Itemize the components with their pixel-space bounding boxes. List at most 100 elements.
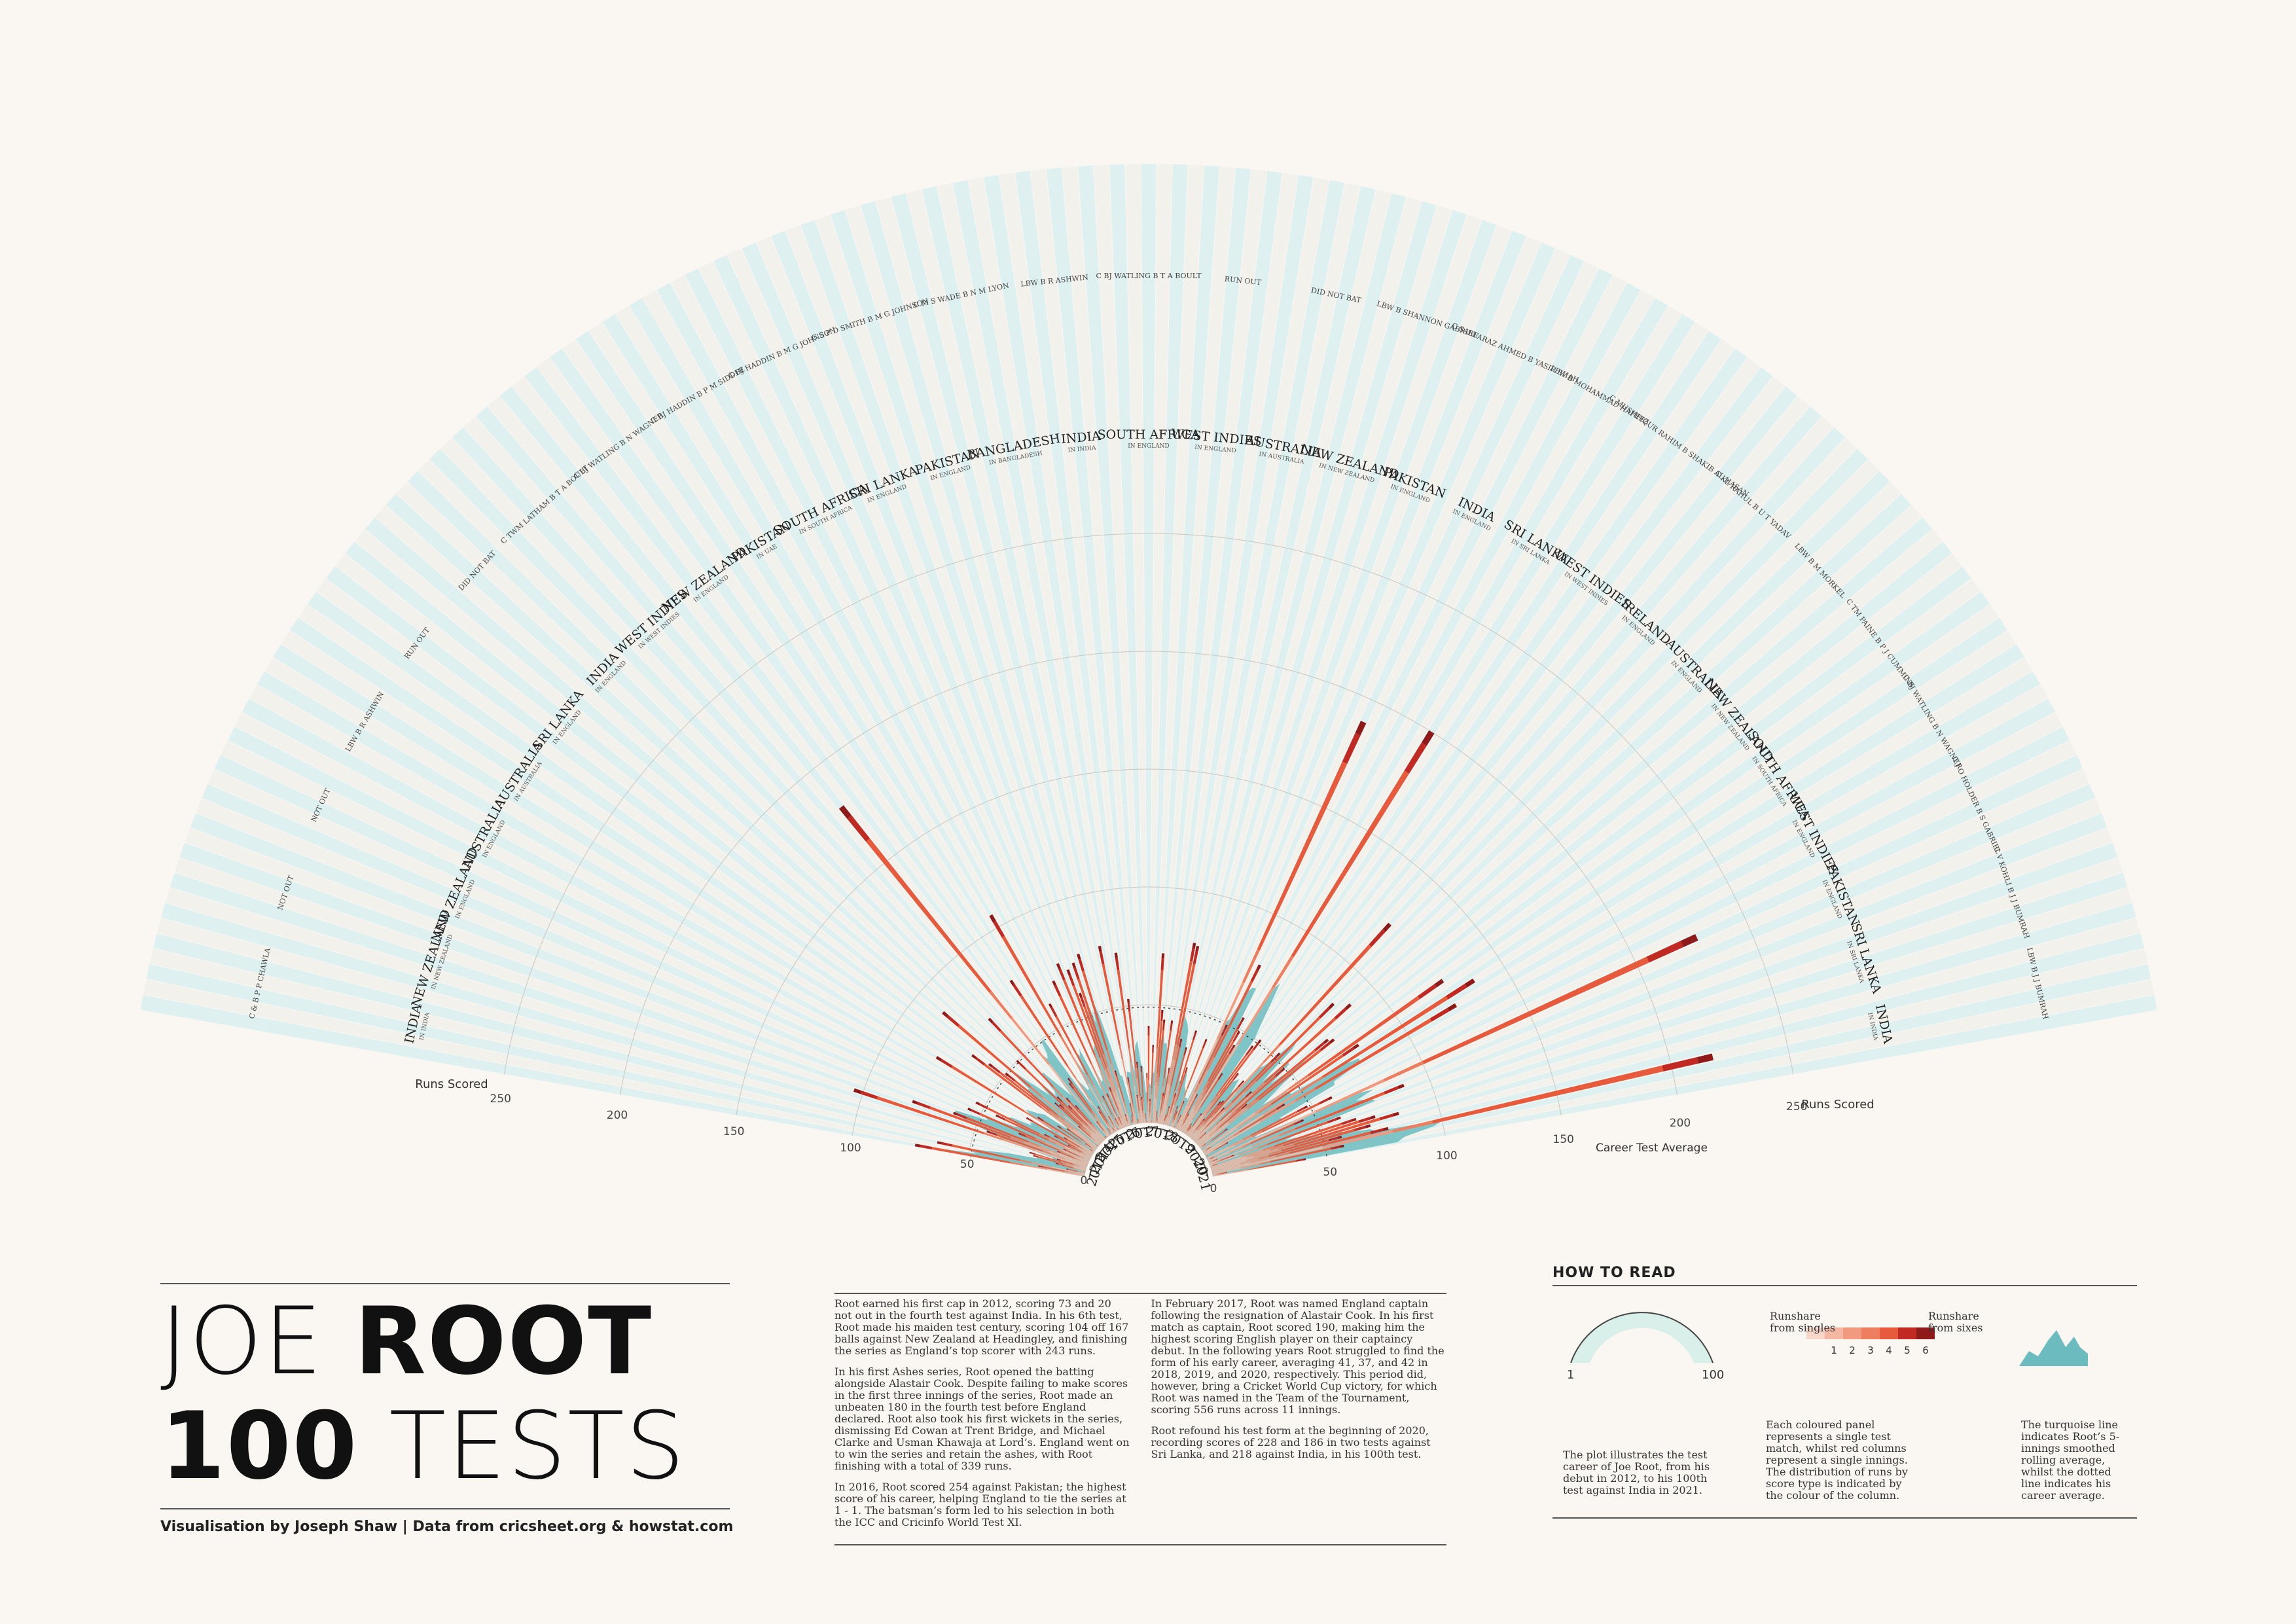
runshare-segment [1111, 1114, 1114, 1118]
runshare-segment [1353, 1043, 1359, 1049]
runshare-segment [1140, 1066, 1142, 1068]
runshare-segment [1200, 1128, 1205, 1134]
innings-bar [1075, 1105, 1106, 1140]
runshare-segment [991, 1021, 1001, 1032]
runshare-segment [1155, 1120, 1157, 1123]
runshare-segment [865, 838, 992, 993]
runshare-segment [1087, 1083, 1117, 1132]
runshare-segment [1102, 964, 1121, 1046]
story-paragraph: Root refound his test form at the beginn… [1151, 1424, 1431, 1460]
runshare-segment [1208, 1130, 1217, 1137]
runshare-segment [1187, 1047, 1204, 1089]
runshare-segment [1136, 1096, 1138, 1098]
runshare-segment [1249, 1091, 1252, 1094]
runshare-segment [1124, 1114, 1126, 1115]
runshare-segment [1270, 1147, 1331, 1163]
runshare-segment [1221, 1108, 1224, 1112]
innings-bar [1149, 1098, 1151, 1123]
runshare-segment [1168, 1106, 1170, 1108]
innings-bar [1136, 1094, 1141, 1123]
runshare-segment [1194, 1095, 1198, 1098]
runshare-segment [1202, 1127, 1238, 1152]
runshare-segment [1195, 945, 1200, 952]
runshare-segment [1090, 1128, 1096, 1134]
runshare-segment [1206, 1056, 1215, 1071]
runshare-segment [1184, 1088, 1188, 1096]
how-to-read-bottom-rule [1552, 1517, 2137, 1519]
runshare-segment [1258, 1155, 1270, 1160]
runshare-segment [1066, 1149, 1079, 1157]
runshare-segment [1194, 1111, 1226, 1142]
runshare-segment [1211, 1156, 1253, 1170]
runshare-segment [1163, 1030, 1172, 1079]
runshare-segment [1203, 1150, 1206, 1153]
runshare-segment [1013, 984, 1022, 997]
runshare-segment [1138, 1119, 1139, 1122]
innings-bar [1183, 1073, 1223, 1134]
runshare-segment [1186, 1130, 1191, 1135]
runshare-segment [1060, 1105, 1064, 1110]
how-to-read-rule [1552, 1285, 2137, 1286]
runshare-segment [1156, 1112, 1158, 1118]
runshare-segment [1228, 1047, 1234, 1055]
innings-bar [1066, 1168, 1085, 1174]
runshare-segment [1073, 967, 1080, 980]
runshare-segment [1148, 1087, 1149, 1102]
runshare-segment [1235, 1061, 1265, 1093]
runshare-segment [1224, 1024, 1228, 1029]
runshare-segment [1070, 1112, 1084, 1125]
runshare-segment [1156, 1085, 1159, 1100]
innings-bars [838, 721, 1713, 1177]
runshare-segment [1191, 1123, 1192, 1125]
runshare-segment [1137, 1123, 1138, 1124]
runshare-segment [1064, 1138, 1067, 1140]
runshare-segment [1379, 1113, 1394, 1121]
runshare-segment [1252, 1042, 1260, 1051]
runshare-segment [1058, 1163, 1073, 1168]
runshare-segment [1061, 1161, 1066, 1164]
innings-bar [1108, 1116, 1117, 1131]
runshare-segment [1096, 1121, 1098, 1124]
runshare-segment [1083, 1171, 1085, 1173]
runshare-segment [1211, 1161, 1213, 1162]
runshare-segment [1142, 1111, 1143, 1114]
runshare-segment [1060, 1159, 1074, 1165]
innings-bar [988, 1017, 1104, 1141]
runshare-segment [1082, 1152, 1086, 1155]
innings-bar [989, 914, 1117, 1132]
innings-bar [1048, 1003, 1119, 1131]
runshare-segment [1198, 1136, 1210, 1146]
runshare-segment [1166, 1093, 1170, 1106]
innings-bar [953, 1111, 1088, 1165]
runshare-segment [1183, 1101, 1185, 1102]
runshare-segment [1068, 1127, 1097, 1149]
story-column-right: In February 2017, Root was named England… [1151, 1298, 1447, 1538]
innings-bar [1085, 1143, 1096, 1151]
grid-ring [736, 768, 1562, 1115]
runshare-segment [1170, 1121, 1173, 1127]
runshare-segment [1115, 1090, 1128, 1127]
runshare-segment [1090, 1136, 1092, 1139]
runshare-segment [1283, 1120, 1359, 1147]
runshare-segment [1382, 922, 1391, 932]
runshare-segment [1090, 1063, 1098, 1076]
runshare-segment [1270, 1055, 1278, 1063]
runshare-segment [1103, 1129, 1105, 1132]
runshare-segment [1124, 1105, 1128, 1113]
runshare-segment [1193, 1115, 1201, 1126]
innings-bar [1205, 1142, 1229, 1156]
runshare-segment [1162, 1105, 1168, 1125]
runshare-segment [992, 1066, 1001, 1074]
radial-tick-label-left: 150 [723, 1125, 744, 1138]
runshare-segment [1196, 1124, 1202, 1130]
runshare-segment [1202, 1146, 1204, 1147]
runshare-segment [1182, 1117, 1186, 1123]
runshare-segment [1094, 1140, 1100, 1146]
innings-bar [1212, 1144, 1344, 1175]
runshare-segment [876, 1096, 985, 1134]
opponent-venue: IN ENGLAND [1128, 443, 1170, 450]
runshare-segment [1174, 1045, 1179, 1060]
innings-bar [1211, 1136, 1342, 1172]
runshare-tick: 5 [1904, 1344, 1910, 1356]
innings-bar [1181, 1031, 1240, 1132]
